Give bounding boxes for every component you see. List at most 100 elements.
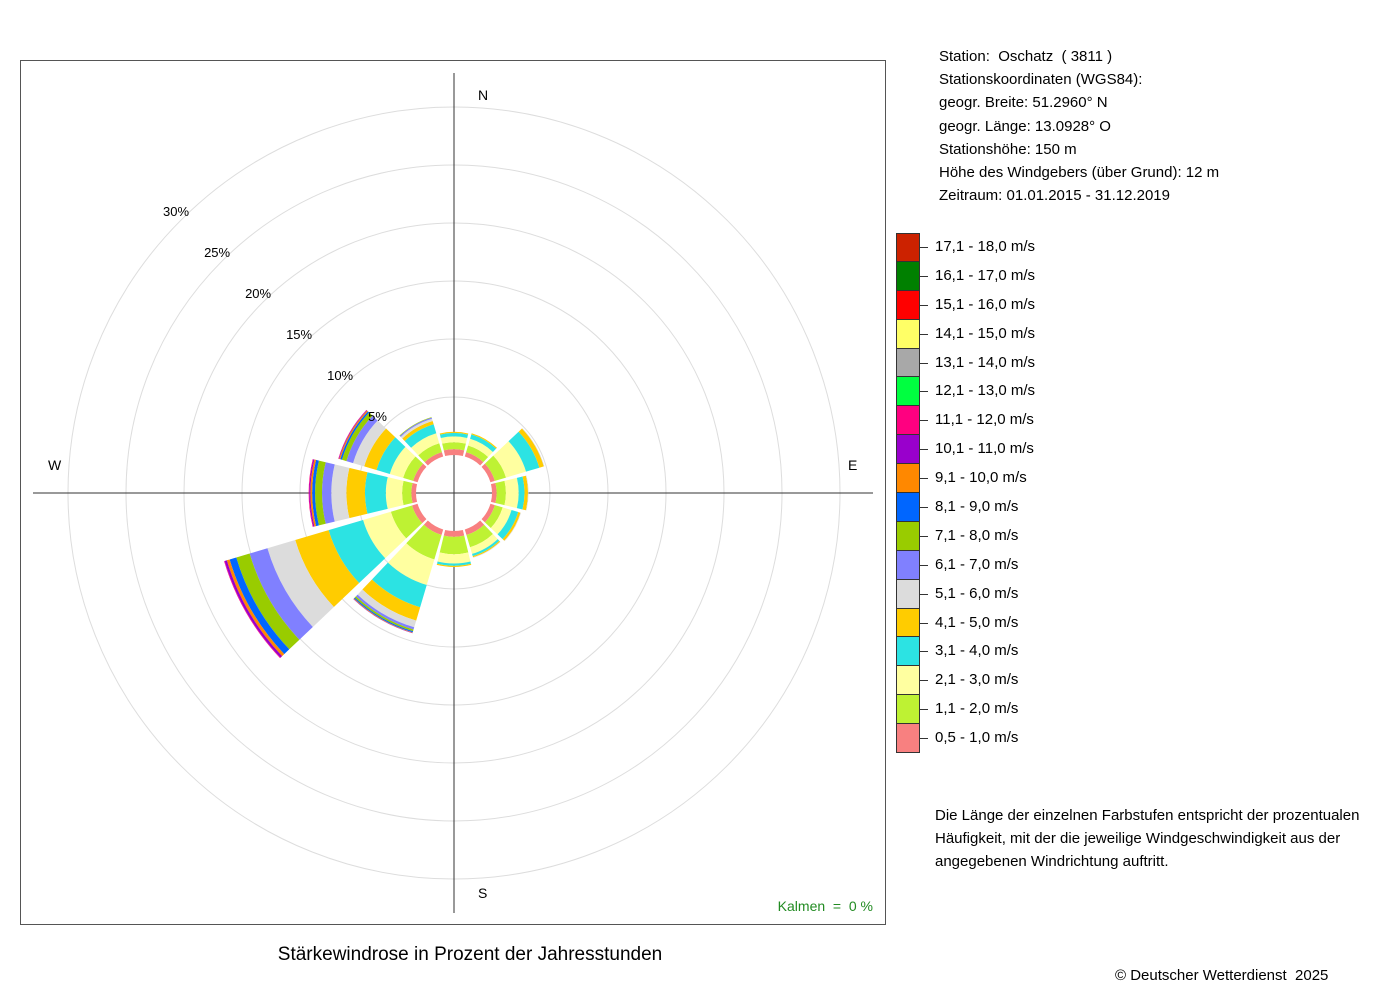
sector-segment [490,483,497,503]
sector-segment [353,420,387,467]
sector-segment [508,431,540,472]
sector-segment [468,438,493,458]
legend-tick [920,478,928,480]
sector-segment [226,559,285,657]
sector-120 [481,503,522,542]
ring-label: 10% [327,368,354,384]
legend-tick [920,247,928,248]
station-elevation: Stationshöhe: 150 m [939,140,1077,158]
sector-segment [490,507,512,535]
ring-label: 5% [368,409,387,425]
sector-segment [364,428,396,471]
compass-e-label: E [848,457,858,473]
sector-segment [443,529,465,537]
sector-segment [404,424,437,448]
sector-segment [470,434,497,452]
sector-segment [387,543,435,586]
sector-240 [224,503,427,659]
sector-segment [439,431,469,435]
legend-swatch [896,406,920,436]
sector-segment [331,464,350,522]
sector-300 [338,409,427,483]
sector-segment [423,520,444,535]
legend-label: 12,1 - 13,0 m/s [935,382,1036,400]
sector-segment [328,519,386,584]
sector-segment [363,511,407,559]
copyright: © Deutscher Wetterdienst 2025 [1115,967,1329,984]
anemometer-height: Höhe des Windgebers (über Grund): 12 m [939,164,1220,182]
station-info: Station: Oschatz ( 3811 ) Stationskoordi… [939,45,1219,207]
legend-tick [920,304,928,306]
sector-segment [497,510,519,540]
sector-segment [471,433,497,449]
legend-tick [920,449,928,451]
sector-segment [364,472,388,514]
sector-segment [411,433,440,456]
ring-label: 30% [163,204,190,220]
legend-label: 10,1 - 11,0 m/s [935,440,1034,458]
legend-tick [920,333,928,335]
compass-w-label: W [48,457,62,473]
legend-label: 11,1 - 12,0 m/s [935,411,1034,429]
sector-segment [440,436,468,444]
legend-label: 2,1 - 3,0 m/s [935,671,1019,689]
sector-90 [490,475,529,511]
sector-segment [308,459,314,527]
station-name: Station: Oschatz ( 3811 ) [939,48,1113,65]
sector-segment [502,512,521,541]
sector-segment [518,428,544,468]
sector-segment [236,553,300,650]
sector-30 [464,433,497,466]
legend-swatch [896,290,920,320]
sector-segment [525,475,529,511]
sector-segment [362,579,421,621]
time-period: Zeitraum: 01.01.2015 - 31.12.2019 [939,187,1170,205]
sector-segment [418,443,442,463]
sector-segment [402,480,413,506]
legend-swatch [896,724,920,754]
sector-segment [481,463,495,483]
legend-tick [920,622,928,624]
wind-rose-svg [33,73,873,913]
sector-270 [308,459,418,527]
station-latitude: geogr. Breite: 51.2960° N [939,94,1108,112]
sector-segment [400,418,433,439]
legend-tick [920,391,928,393]
explanation-note: Die Länge der einzelnen Farbstufen entsp… [935,807,1360,871]
legend-swatch [896,637,920,667]
sector-segment [472,540,501,558]
legend-swatch [896,695,920,725]
legend-swatch [896,464,920,494]
legend-label: 0,5 - 1,0 m/s [935,729,1019,747]
sector-segment [470,534,498,554]
sector-segment [437,561,471,566]
sector-segment [516,476,525,510]
sector-segment [357,589,417,628]
legend-swatch [896,261,920,291]
legend-swatch [896,348,920,378]
sector-segment [464,452,484,466]
legend-swatch [896,377,920,407]
sector-segment [411,483,418,503]
sector-segment [376,437,406,474]
sector-180 [436,529,472,567]
sector-segment [340,411,370,460]
sector-segment [389,446,416,478]
ring-label: 15% [286,327,313,343]
sector-segment [355,594,415,630]
sector-segment [267,540,334,627]
sector-segment [413,463,427,483]
sector-segment [371,562,427,608]
sector-segment [403,456,424,481]
legend-tick [920,535,928,537]
sector-segment [412,503,427,524]
legend-tick [920,738,928,740]
legend-swatch [896,579,920,609]
sector-segment [439,535,469,555]
sector-segment [437,552,471,564]
wind-rose-plot: N E S W 5% 10% 15% 20% 25% 30% Kalmen = 0 % [20,60,886,925]
sector-segment [354,596,414,632]
sector-segment [310,459,317,527]
sector-segment [522,475,528,511]
legend-swatch [896,233,920,262]
